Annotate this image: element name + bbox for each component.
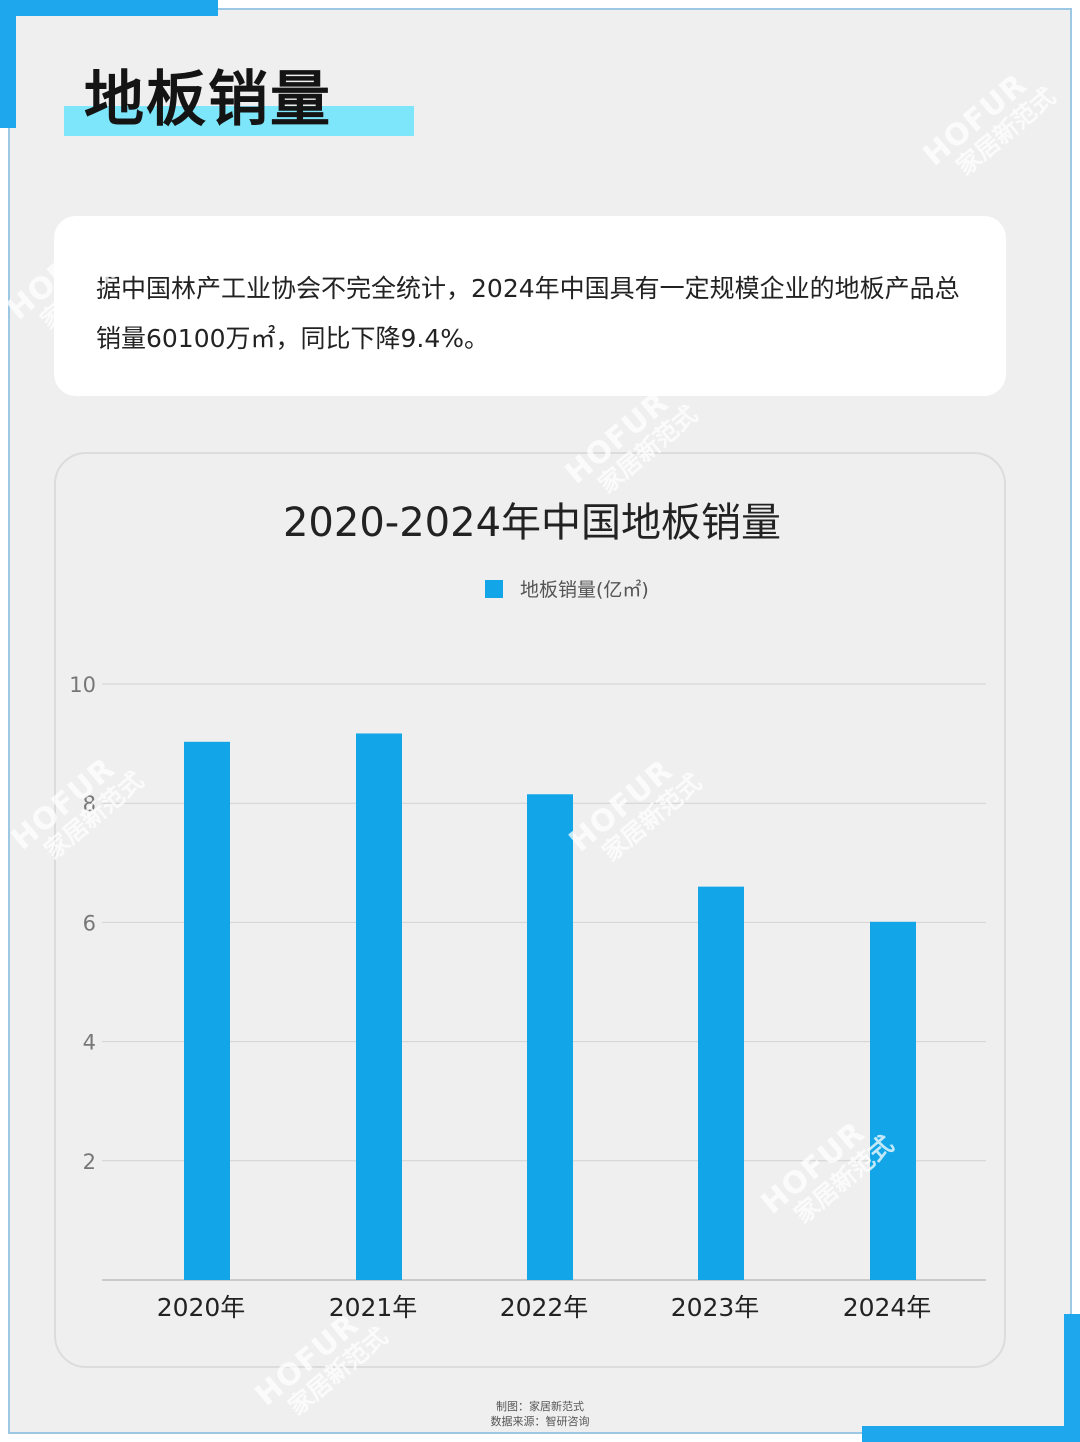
legend-swatch [485,580,503,598]
x-tick-label: 2024年 [843,1293,932,1322]
description-card: 据中国林产工业协会不完全统计，2024年中国具有一定规模企业的地板产品总销量60… [54,216,1006,396]
corner-accent-bottom-right-vertical [1064,1314,1080,1442]
footer-source: 数据来源：智研咨询 [490,1415,590,1428]
description-text: 据中国林产工业协会不完全统计，2024年中国具有一定规模企业的地板产品总销量60… [96,274,960,353]
bar [527,794,573,1280]
y-tick-label: 4 [83,1031,96,1055]
bar [698,886,744,1280]
bar [356,733,402,1280]
y-tick-label: 6 [83,911,96,935]
corner-accent-top-left [0,0,218,16]
x-tick-label: 2021年 [329,1293,418,1322]
x-tick-label: 2023年 [671,1293,760,1322]
bar [184,741,230,1280]
y-tick-label: 2 [83,1150,96,1174]
chart-title: 2020-2024年中国地板销量 [283,500,781,546]
chart-card: 2020-2024年中国地板销量地板销量(亿㎡) 2 4 6 8 10 2020年 2021年… [54,452,1006,1368]
legend-label: 地板销量(亿㎡) [520,578,649,601]
page-title: 地板销量 [84,65,332,135]
y-tick-label: 8 [83,792,96,816]
corner-accent-bottom-right [862,1426,1080,1442]
corner-accent-top-left-vertical [0,0,16,128]
footer-credit: 制图：家居新范式 [496,1400,584,1413]
x-tick-label: 2020年 [157,1293,246,1322]
bar [870,921,916,1280]
x-tick-label: 2022年 [500,1293,589,1322]
y-tick-label: 10 [69,673,96,697]
page-heading: 地板销量 [64,60,424,140]
heading-highlight [64,106,414,136]
